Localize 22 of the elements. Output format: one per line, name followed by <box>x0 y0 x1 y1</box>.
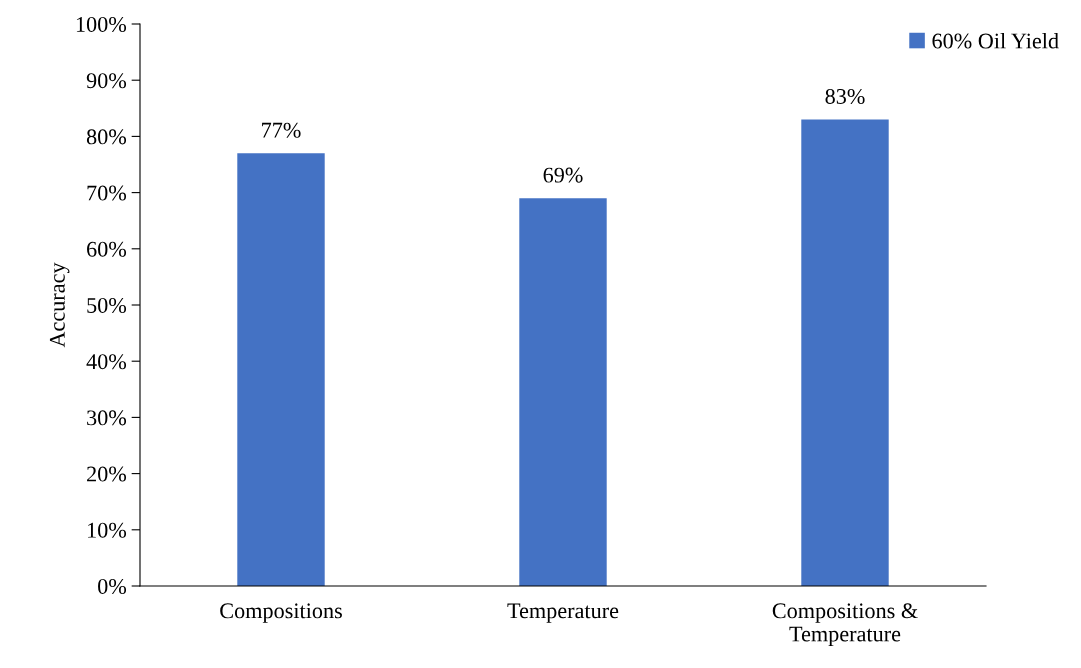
y-tick-label: 60% <box>87 241 127 257</box>
y-tick-label: 100% <box>76 16 127 32</box>
y-tick-label: 10% <box>88 522 127 538</box>
y-tick-label: 70% <box>87 185 127 201</box>
x-tick-label: Temperature <box>507 603 619 623</box>
legend-label: 60% Oil Yield <box>932 32 1059 49</box>
x-tick-label: Compositions & Temperature <box>772 603 918 647</box>
y-tick-label: 20% <box>87 466 127 482</box>
y-tick-label: 30% <box>87 410 127 426</box>
x-tick-label: Compositions <box>220 603 342 623</box>
bar <box>519 198 607 586</box>
y-tick-label: 40% <box>86 354 127 370</box>
y-tick-label: 50% <box>87 297 127 313</box>
y-tick-label: 90% <box>86 73 127 89</box>
data-label: 83% <box>825 88 865 104</box>
y-tick-label: 0% <box>98 578 127 594</box>
y-axis-title: Accuracy <box>49 262 70 348</box>
data-label: 77% <box>262 122 301 138</box>
y-tick-label: 80% <box>86 129 127 145</box>
data-label: 69% <box>543 167 583 183</box>
bar <box>237 153 325 586</box>
bar <box>801 119 889 586</box>
